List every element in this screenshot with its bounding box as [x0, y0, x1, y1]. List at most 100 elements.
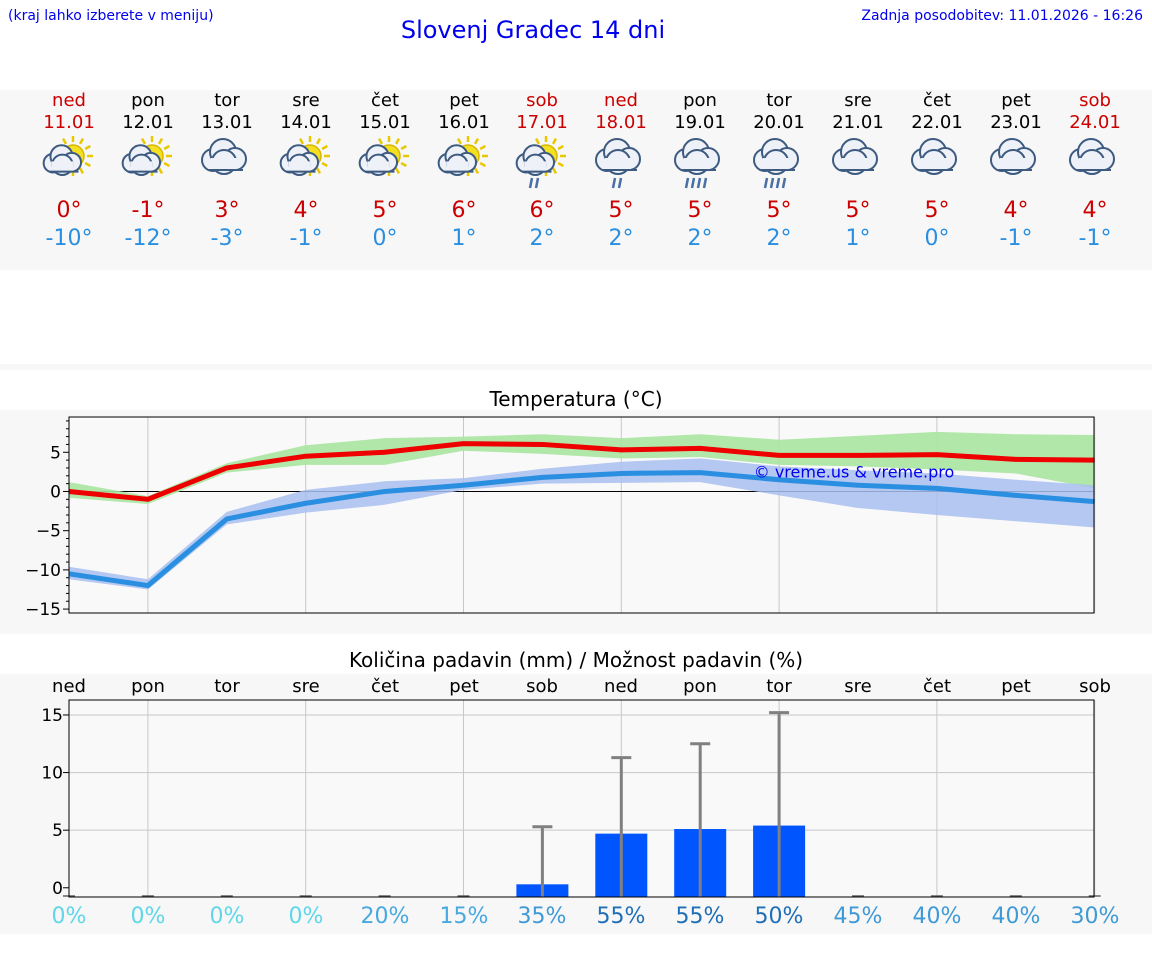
day-date: 11.01 — [43, 112, 95, 133]
y-tick-label: 15 — [41, 706, 63, 726]
temp-min: 2° — [608, 226, 634, 251]
precip-day-label: pet — [449, 676, 479, 697]
temp-min: -10° — [45, 226, 93, 251]
last-update: Zadnja posodobitev: 11.01.2026 - 16:26 — [861, 8, 1143, 24]
day-date: 13.01 — [201, 112, 253, 133]
y-tick-label: 0 — [50, 482, 61, 502]
precip-day-label: sre — [844, 676, 872, 697]
cloudy-icon — [990, 138, 1036, 175]
day-name: sob — [526, 90, 558, 111]
temp-max: 4° — [1003, 198, 1029, 223]
precip-probability: 45% — [833, 904, 883, 929]
cloudy-icon — [832, 138, 878, 175]
precip-probability: 20% — [360, 904, 410, 929]
precip-day-label: sob — [526, 676, 558, 697]
day-name: ned — [604, 90, 638, 111]
forecast-band — [0, 90, 1152, 270]
cloudy-icon — [911, 138, 957, 175]
temp-min: -1° — [1078, 226, 1112, 251]
precip-probability: 35% — [517, 904, 567, 929]
y-tick-label: −5 — [36, 522, 61, 542]
precip-probability: 30% — [1070, 904, 1120, 929]
day-name: pet — [1001, 90, 1031, 111]
max-temperature-line — [68, 441, 1095, 502]
precip-day-label: ned — [52, 676, 86, 697]
precip-day-label: tor — [214, 676, 240, 697]
y-tick-label: −10 — [25, 561, 61, 581]
precip-probability: 55% — [675, 904, 725, 929]
temp-max: 0° — [56, 198, 82, 223]
y-tick-label: 0 — [52, 879, 63, 899]
sun-cloud-icon — [437, 136, 488, 176]
day-name: ned — [52, 90, 86, 111]
precip-probability: 0% — [51, 904, 87, 929]
precip-day-label: pet — [1001, 676, 1031, 697]
day-name: pon — [683, 90, 717, 111]
min-temperature-line — [68, 470, 1095, 589]
temp-max: 5° — [766, 198, 792, 223]
precip-probability: 40% — [991, 904, 1041, 929]
temp-min: 2° — [766, 226, 792, 251]
day-date: 14.01 — [280, 112, 332, 133]
precip-day-label: pon — [131, 676, 165, 697]
sun-cloud-rain-icon — [515, 136, 566, 189]
temp-max: 5° — [687, 198, 713, 223]
watermark: © vreme.us & vreme.pro — [754, 462, 955, 481]
day-date: 12.01 — [122, 112, 174, 133]
day-name: sob — [1079, 90, 1111, 111]
day-date: 23.01 — [990, 112, 1042, 133]
day-name: sre — [292, 90, 320, 111]
max-range-band — [69, 431, 1095, 505]
temp-min: -12° — [124, 226, 172, 251]
precip-day-label: tor — [766, 676, 792, 697]
precip-day-label: sre — [292, 676, 320, 697]
precip-probability: 40% — [912, 904, 962, 929]
cloud-rain-icon — [595, 138, 641, 189]
sun-cloud-icon — [42, 136, 93, 176]
y-tick-label: 5 — [52, 821, 63, 841]
location-hint[interactable]: (kraj lahko izberete v meniju) — [8, 8, 214, 24]
cloudy-icon — [1069, 138, 1115, 175]
min-range-band — [69, 458, 1095, 590]
day-date: 16.01 — [438, 112, 490, 133]
temperature-chart: © vreme.us & vreme.pro −15 −10 −5 0 5 — [25, 416, 1096, 620]
day-date: 24.01 — [1069, 112, 1121, 133]
page-title: Slovenj Gradec 14 dni — [400, 16, 666, 44]
cloudy-icon — [201, 138, 247, 175]
precip-day-label: ned — [604, 676, 638, 697]
precip-day-label: pon — [683, 676, 717, 697]
temp-min: 1° — [845, 226, 871, 251]
temp-min: -1° — [289, 226, 323, 251]
temp-max: 6° — [529, 198, 555, 223]
day-name: čet — [922, 90, 952, 111]
day-date: 19.01 — [674, 112, 726, 133]
temp-min: 2° — [687, 226, 713, 251]
precip-probability: 0% — [288, 904, 324, 929]
temperature-title: Temperatura (°C) — [489, 387, 663, 411]
precipitation-title: Količina padavin (mm) / Možnost padavin … — [348, 648, 804, 672]
day-date: 20.01 — [753, 112, 805, 133]
precip-day-label: čet — [922, 676, 952, 697]
temp-max: 3° — [214, 198, 240, 223]
temp-max: 5° — [608, 198, 634, 223]
precip-day-label: sob — [1079, 676, 1111, 697]
temp-min: 2° — [529, 226, 555, 251]
cloud-heavy-rain-icon — [753, 138, 799, 189]
y-tick-label: −15 — [25, 600, 61, 620]
temp-max: 5° — [845, 198, 871, 223]
temp-min: 1° — [451, 226, 477, 251]
day-date: 15.01 — [359, 112, 411, 133]
y-tick-label: 5 — [50, 443, 61, 463]
precip-probability: 15% — [439, 904, 489, 929]
plot-area — [69, 700, 1094, 897]
temp-max: 4° — [293, 198, 319, 223]
sun-cloud-icon — [121, 136, 172, 176]
temp-max: -1° — [131, 198, 165, 223]
temp-max: 5° — [924, 198, 950, 223]
sun-cloud-icon — [358, 136, 409, 176]
day-name: sre — [844, 90, 872, 111]
day-date: 18.01 — [595, 112, 647, 133]
temp-min: -1° — [999, 226, 1033, 251]
temp-min: -3° — [210, 226, 244, 251]
